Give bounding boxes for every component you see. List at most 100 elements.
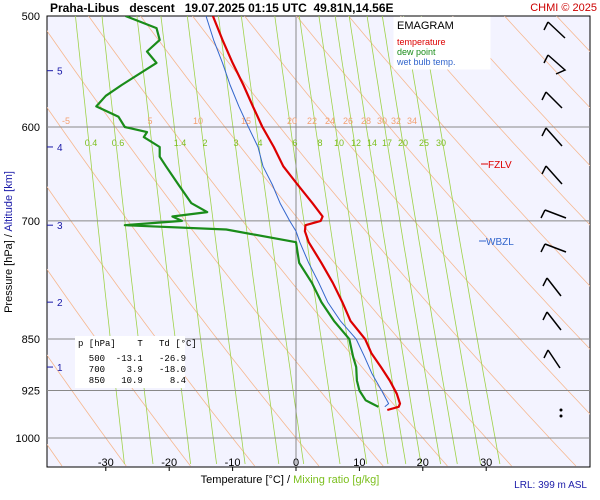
mixing-ratio-line bbox=[381, 16, 458, 465]
mixing-ratio-label: 12 bbox=[351, 138, 361, 148]
wet-bulb-temp-line bbox=[205, 16, 390, 408]
plot-background bbox=[46, 15, 591, 468]
dry-adiabat bbox=[400, 16, 590, 226]
wind-barb-flag bbox=[542, 277, 548, 287]
mixing-ratio-line bbox=[160, 16, 217, 465]
x-tick-label: -20 bbox=[161, 457, 177, 469]
fzlv-label: FZLV bbox=[488, 160, 512, 171]
dry-adiabat bbox=[296, 16, 590, 350]
stats-table-box bbox=[75, 336, 185, 388]
mixing-ratio-line bbox=[218, 16, 280, 465]
y-axis-ticks: 500 600 700 850 925 1000 bbox=[16, 11, 40, 445]
wind-barb-flag bbox=[541, 127, 547, 137]
mixing-ratio-label: 8 bbox=[317, 138, 322, 148]
mixing-ratio-line bbox=[318, 16, 389, 465]
dry-adiabat-label: 30 bbox=[377, 116, 387, 126]
x-axis-title-mixing: Mixing ratio [g/kg] bbox=[293, 474, 379, 486]
mixing-ratio-label: 4 bbox=[257, 138, 262, 148]
altitude-ticks: 1 2 3 4 5 bbox=[47, 67, 63, 374]
dew-point-line bbox=[95, 16, 379, 408]
dry-adiabat-label: -5 bbox=[62, 116, 70, 126]
freezing-level-marker: FZLV bbox=[481, 160, 512, 171]
dry-adiabat-label: 20 bbox=[287, 116, 297, 126]
mixing-ratio-line bbox=[403, 16, 481, 465]
stats-table-header: p [hPa] T Td [°C] bbox=[78, 339, 197, 349]
wind-barbs bbox=[540, 21, 567, 418]
dry-adiabat-label: 5 bbox=[147, 116, 152, 126]
temperature-line bbox=[211, 16, 402, 412]
wbzl-label: WBZL bbox=[486, 237, 514, 248]
mixing-ratio-label: 14 bbox=[367, 138, 377, 148]
x-tick-label: -10 bbox=[225, 457, 241, 469]
mixing-ratio-label: 6 bbox=[292, 138, 297, 148]
dry-adiabat-label: 26 bbox=[343, 116, 353, 126]
mixing-ratio-label: 0.6 bbox=[112, 138, 125, 148]
y-axis-title-pressure: Pressure [hPa] bbox=[3, 240, 15, 313]
wind-barb bbox=[544, 243, 567, 253]
y-tick-label: 850 bbox=[22, 334, 40, 346]
calm-wind-dot bbox=[559, 408, 563, 412]
wind-barb-flag bbox=[543, 349, 549, 359]
y-tick-label: 925 bbox=[22, 386, 40, 398]
x-tick-label: 0 bbox=[293, 457, 299, 469]
y-tick-label: 500 bbox=[22, 11, 40, 23]
profile-series bbox=[95, 16, 402, 412]
mixing-ratio-label: 3 bbox=[233, 138, 238, 148]
y-axis-title-altitude: Altitude [km] bbox=[3, 171, 15, 232]
mixing-ratio-line bbox=[75, 16, 125, 465]
wind-barb bbox=[545, 127, 563, 147]
stats-row-700: 700 3.9 -18.0 bbox=[78, 365, 186, 375]
dry-adiabat-label: 10 bbox=[193, 116, 203, 126]
wind-barb bbox=[547, 349, 561, 369]
dry-adiabat-label: 22 bbox=[307, 116, 317, 126]
dry-adiabat-label: 15 bbox=[241, 116, 251, 126]
wind-barb-flag bbox=[541, 165, 547, 175]
legend-box bbox=[393, 16, 491, 70]
chart-title: Praha-Libus descent 19.07.2025 01:15 UTC… bbox=[50, 1, 394, 15]
mixing-ratio-label: 2 bbox=[202, 138, 207, 148]
mixing-ratio-label: 20 bbox=[398, 138, 408, 148]
x-axis-title-temperature: Temperature [°C] bbox=[201, 474, 284, 486]
legend-temperature: temperature bbox=[397, 37, 446, 47]
dry-adiabat-label: 34 bbox=[407, 116, 417, 126]
y-axis-title-sep: / bbox=[3, 232, 15, 241]
wind-barb-flag bbox=[540, 209, 546, 219]
dry-adiabat bbox=[504, 16, 590, 109]
mixing-ratio-line bbox=[348, 16, 422, 465]
y-tick-label: 700 bbox=[22, 216, 40, 228]
wind-barb-flag bbox=[543, 21, 549, 31]
wind-barb bbox=[545, 91, 563, 109]
mixing-ratio-label: 1.4 bbox=[174, 138, 187, 148]
lrl-label: LRL: 399 m ASL bbox=[514, 480, 587, 491]
dry-adiabat-label: 32 bbox=[391, 116, 401, 126]
wind-barb-flag bbox=[541, 91, 547, 101]
wind-barb bbox=[547, 54, 567, 75]
altitude-tick-label: 5 bbox=[57, 67, 63, 78]
x-tick-label: 30 bbox=[480, 457, 492, 469]
dry-adiabat-label: 24 bbox=[325, 116, 335, 126]
isopleth-labels: -5 5 10 15 20 22 24 26 28 30 32 340.4 0.6 1.4 2 3 4 6 8 10 1… bbox=[62, 116, 446, 148]
dry-adiabat bbox=[348, 16, 590, 287]
wind-barb-flag bbox=[540, 243, 546, 253]
x-tick-label: 10 bbox=[353, 457, 365, 469]
mixing-ratio-line bbox=[240, 16, 305, 465]
y-axis-title: Pressure [hPa] / Altitude [km] bbox=[3, 171, 15, 313]
altitude-tick-label: 1 bbox=[57, 363, 63, 374]
mixing-ratio-line bbox=[420, 16, 501, 465]
y-tick-label: 600 bbox=[22, 122, 40, 134]
stats-row-500: 500 -13.1 -26.9 bbox=[78, 354, 186, 364]
mixing-ratio-label: 30 bbox=[436, 138, 446, 148]
mixing-ratio-line bbox=[186, 16, 246, 465]
x-axis-title: Temperature [°C] / Mixing ratio [g/kg] bbox=[201, 474, 380, 486]
wind-barb bbox=[544, 209, 567, 219]
mixing-ratio-line bbox=[298, 16, 368, 465]
x-axis-ticks: -30 -20 -10 0 10 20 30 bbox=[98, 457, 492, 471]
plot-area: -5 5 10 15 20 22 24 26 28 30 32 340.4 0.6 1.4 2 3 4 6 8 10 1… bbox=[46, 15, 591, 468]
altitude-tick-label: 2 bbox=[57, 298, 63, 309]
mixing-ratio-label: 0.4 bbox=[85, 138, 98, 148]
x-tick-label: 20 bbox=[417, 457, 429, 469]
stats-row-850: 850 10.9 8.4 bbox=[78, 376, 186, 386]
calm-wind-dot bbox=[559, 414, 563, 418]
pressure-gridlines bbox=[47, 16, 590, 467]
wind-barb-flag bbox=[543, 54, 549, 64]
